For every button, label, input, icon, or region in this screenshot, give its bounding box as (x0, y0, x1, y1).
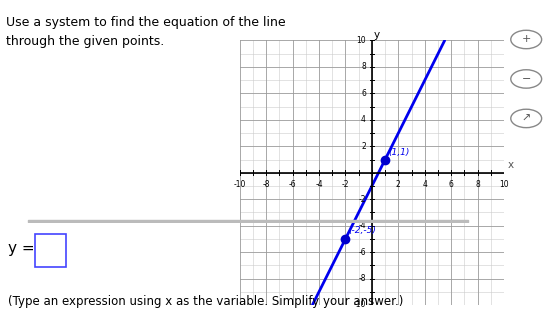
Text: (1,1): (1,1) (388, 148, 410, 157)
Text: y =: y = (8, 241, 35, 256)
Text: +: + (521, 35, 531, 44)
Text: (Type an expression using x as the variable. Simplify your answer.): (Type an expression using x as the varia… (8, 294, 403, 308)
Text: 6: 6 (449, 180, 453, 189)
Text: (-2,-5): (-2,-5) (349, 226, 377, 235)
Text: -8: -8 (262, 180, 270, 189)
Text: 8: 8 (361, 63, 366, 71)
Text: ↗: ↗ (521, 114, 531, 123)
Text: -2: -2 (342, 180, 349, 189)
Text: -4: -4 (358, 221, 366, 230)
Text: x: x (507, 161, 514, 170)
Text: y: y (374, 30, 380, 40)
Text: -10: -10 (234, 180, 246, 189)
Text: -6: -6 (358, 247, 366, 257)
Text: 4: 4 (423, 180, 427, 189)
Text: 2: 2 (396, 180, 401, 189)
Text: 10: 10 (356, 36, 366, 45)
Text: Use a system to find the equation of the line
through the given points.: Use a system to find the equation of the… (6, 16, 285, 48)
Text: -8: -8 (359, 274, 366, 283)
FancyBboxPatch shape (35, 234, 66, 267)
Text: -10: -10 (354, 300, 366, 310)
Text: -4: -4 (315, 180, 323, 189)
Text: 10: 10 (499, 180, 509, 189)
Text: -2: -2 (359, 195, 366, 204)
Text: −: − (521, 74, 531, 84)
Text: 4: 4 (361, 115, 366, 124)
Text: 8: 8 (476, 180, 480, 189)
Text: 2: 2 (361, 142, 366, 151)
Text: -6: -6 (289, 180, 296, 189)
Text: 6: 6 (361, 89, 366, 98)
